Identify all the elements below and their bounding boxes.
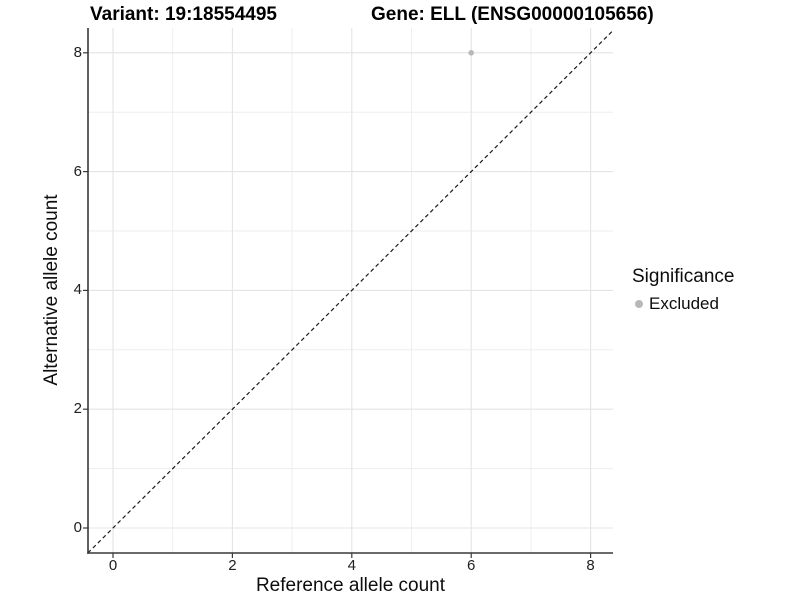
legend-entry-excluded: Excluded: [635, 294, 734, 314]
y-tick-label-2: 2: [73, 400, 82, 418]
legend: Significance Excluded: [632, 266, 734, 314]
plot-title-gene: Gene: ELL (ENSG00000105656): [371, 4, 654, 25]
y-tick-label-6: 6: [73, 162, 82, 180]
data-point-excluded: [468, 50, 475, 56]
legend-entry-label: Excluded: [649, 294, 719, 313]
legend-point-icon: [635, 300, 643, 308]
x-tick-label-2: 2: [228, 557, 237, 574]
y-tick-label-0: 0: [73, 519, 82, 536]
identity-reference-line: [88, 29, 613, 553]
x-tick-label-0: 0: [108, 557, 118, 574]
y-tick-label-8: 8: [73, 43, 82, 61]
x-tick-label-8: 8: [586, 557, 595, 574]
x-axis-title: Reference allele count: [255, 575, 446, 596]
y-axis-title: Alternative allele count: [41, 194, 62, 386]
x-tick-label-6: 6: [467, 557, 476, 574]
legend-title: Significance: [632, 266, 735, 287]
y-tick-label-4: 4: [73, 281, 82, 299]
x-tick-label-4: 4: [347, 557, 356, 574]
plot-title-variant: Variant: 19:18554495: [90, 4, 277, 25]
